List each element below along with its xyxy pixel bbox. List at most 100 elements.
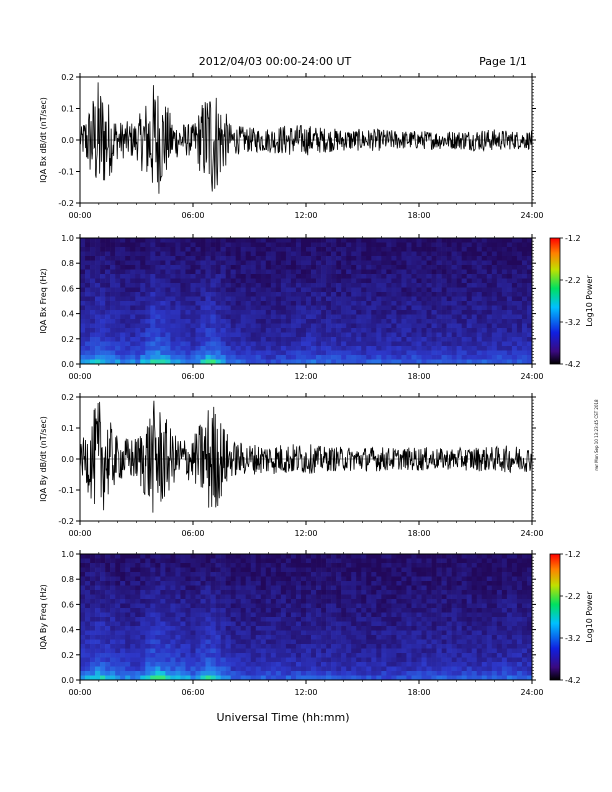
heatmap-cell <box>511 256 518 261</box>
heatmap-cell <box>110 247 116 252</box>
heatmap-cell <box>436 612 442 618</box>
heatmap-cell <box>396 590 402 595</box>
x-tick-label: 12:00 <box>294 211 317 220</box>
heatmap-cell <box>160 621 166 627</box>
heatmap-cell <box>356 639 362 645</box>
heatmap-cell <box>230 238 236 243</box>
heatmap-cell <box>336 666 342 672</box>
heatmap-cell <box>240 630 247 636</box>
heatmap-cell <box>321 287 327 293</box>
heatmap-cell <box>371 572 377 577</box>
heatmap-cell <box>456 256 462 261</box>
heatmap-cell <box>306 350 312 356</box>
heatmap-cell <box>466 319 473 324</box>
heatmap-cell <box>306 657 312 663</box>
heatmap-cell <box>336 644 342 649</box>
heatmap-cell <box>135 563 141 568</box>
heatmap-cell <box>431 612 437 618</box>
heatmap-cell <box>436 238 442 243</box>
heatmap-cell <box>300 554 307 559</box>
heatmap-cell <box>150 594 156 600</box>
heatmap-cell <box>275 301 282 306</box>
heatmap-cell <box>80 359 86 365</box>
heatmap-cell <box>386 247 392 252</box>
heatmap-cell <box>275 260 282 266</box>
heatmap-cell <box>105 644 111 649</box>
heatmap-cell <box>245 626 252 631</box>
heatmap-cell <box>436 630 442 636</box>
heatmap-cell <box>130 554 136 559</box>
heatmap-cell <box>496 296 503 302</box>
heatmap-cell <box>110 341 116 347</box>
heatmap-cell <box>426 301 432 306</box>
heatmap-cell <box>401 332 407 338</box>
heatmap-cell <box>180 256 186 261</box>
heatmap-cell <box>311 265 317 270</box>
heatmap-cell <box>341 657 347 663</box>
heatmap-cell <box>336 563 342 568</box>
heatmap-cell <box>250 567 257 573</box>
heatmap-cell <box>190 576 196 582</box>
heatmap-cell <box>100 278 106 284</box>
heatmap-cell <box>446 242 452 248</box>
heatmap-cell <box>195 337 201 342</box>
heatmap-cell <box>260 319 267 324</box>
heatmap-cell <box>471 350 478 356</box>
heatmap-cell <box>135 554 141 559</box>
heatmap-cell <box>160 630 166 636</box>
heatmap-cell <box>386 319 392 324</box>
heatmap-cell <box>100 256 106 261</box>
heatmap-cell <box>260 635 267 640</box>
heatmap-cell <box>351 603 357 609</box>
heatmap-cell <box>275 350 282 356</box>
heatmap-cell <box>306 265 312 270</box>
heatmap-cell <box>125 666 131 672</box>
heatmap-cell <box>200 671 206 676</box>
heatmap-cell <box>521 296 528 302</box>
heatmap-cell <box>90 251 96 257</box>
heatmap-cell <box>135 608 141 613</box>
heatmap-cell <box>80 296 86 302</box>
heatmap-cell <box>210 341 216 347</box>
heatmap-cell <box>85 662 91 667</box>
heatmap-cell <box>421 675 427 681</box>
heatmap-cell <box>496 314 503 320</box>
heatmap-cell <box>170 675 176 681</box>
heatmap-cell <box>311 635 317 640</box>
heatmap-cell <box>250 337 257 342</box>
heatmap-cell <box>451 283 457 288</box>
heatmap-cell <box>466 283 473 288</box>
heatmap-cell <box>280 558 287 564</box>
heatmap-cell <box>255 305 262 311</box>
heatmap-cell <box>250 653 257 658</box>
heatmap-cell <box>135 648 141 654</box>
heatmap-cell <box>130 657 136 663</box>
heatmap-cell <box>165 648 171 654</box>
heatmap-cell <box>115 662 121 667</box>
heatmap-cell <box>416 337 422 342</box>
heatmap-cell <box>401 328 407 333</box>
heatmap-cell <box>341 278 347 284</box>
heatmap-cell <box>366 319 372 324</box>
heatmap-cell <box>170 283 176 288</box>
heatmap-cell <box>130 292 136 297</box>
heatmap-cell <box>90 621 96 627</box>
heatmap-cell <box>275 278 282 284</box>
heatmap-cell <box>175 310 181 315</box>
heatmap-cell <box>155 599 161 604</box>
heatmap-cell <box>386 274 392 279</box>
heatmap-cell <box>160 292 166 297</box>
heatmap-cell <box>165 265 171 270</box>
heatmap-cell <box>366 563 372 568</box>
heatmap-cell <box>170 256 176 261</box>
heatmap-cell <box>336 653 342 658</box>
heatmap-cell <box>416 328 422 333</box>
heatmap-cell <box>275 558 282 564</box>
heatmap-cell <box>155 563 161 568</box>
heatmap-cell <box>235 612 242 618</box>
heatmap-cell <box>285 567 292 573</box>
heatmap-cell <box>361 599 367 604</box>
heatmap-cell <box>295 251 302 257</box>
heatmap-cell <box>376 269 382 275</box>
heatmap-cell <box>371 260 377 266</box>
